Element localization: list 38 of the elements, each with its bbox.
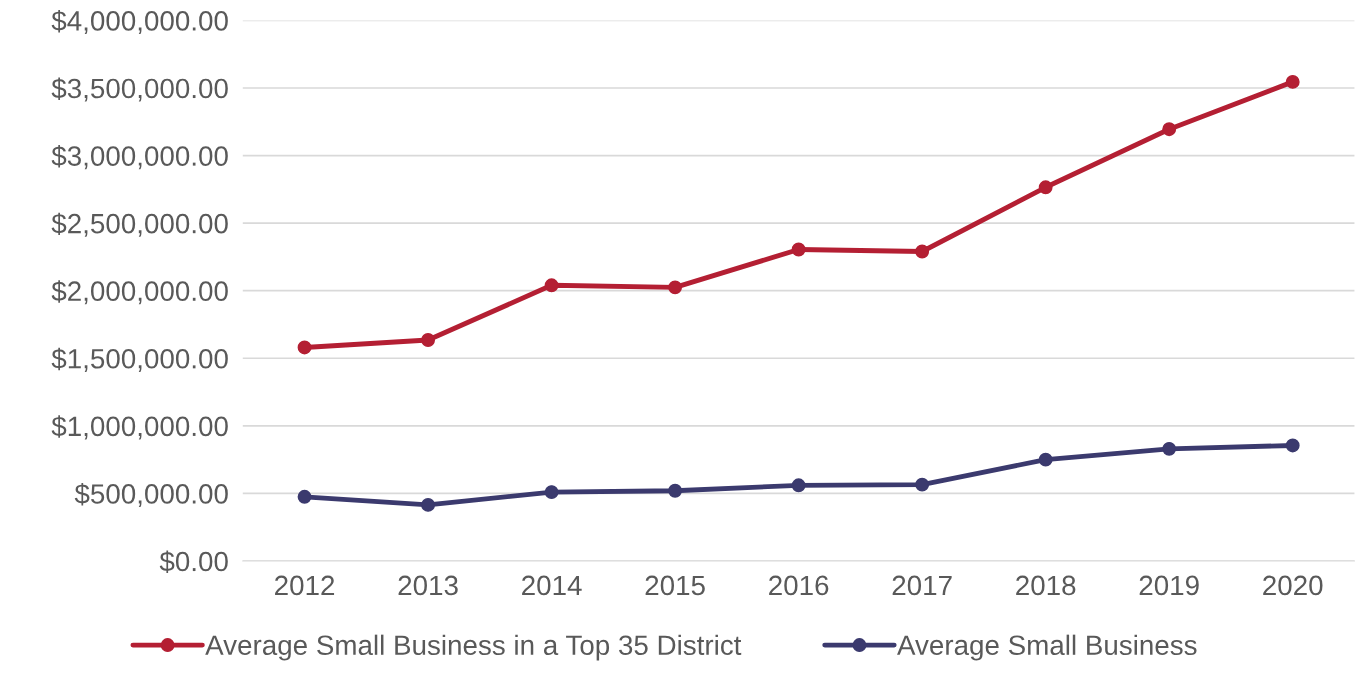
y-tick-label: $1,500,000.00: [51, 347, 228, 372]
point: [915, 477, 930, 492]
point: [1285, 74, 1300, 89]
legend-label: Average Small Business: [897, 634, 1197, 661]
y-tick-label: $0.00: [159, 550, 228, 573]
x-tick-label: 2014: [522, 575, 582, 596]
point: [1038, 180, 1053, 195]
y-tick-label: $2,500,000.00: [51, 212, 228, 237]
x-tick-label: 2017: [892, 575, 952, 596]
point: [791, 242, 806, 257]
x-tick-label: 2019: [1139, 575, 1199, 596]
y-tick-label: $4,000,000.00: [51, 9, 228, 35]
point: [915, 244, 930, 259]
point: [1162, 122, 1177, 137]
x-tick-label: 2020: [1263, 575, 1323, 596]
point: [544, 278, 559, 293]
point: [1038, 452, 1053, 467]
x-tick-label: 2016: [769, 575, 829, 596]
point: [544, 485, 559, 500]
x-tick-label: 2015: [645, 575, 705, 596]
point: [668, 483, 683, 498]
point: [1162, 441, 1177, 456]
x-tick-label: 2013: [398, 575, 458, 596]
x-tick-label: 2018: [1016, 575, 1076, 596]
y-tick-label: $3,500,000.00: [51, 77, 228, 102]
y-tick-label: $2,000,000.00: [51, 280, 228, 305]
point: [791, 478, 806, 493]
y-tick-label: $500,000.00: [74, 482, 228, 508]
point: [668, 280, 683, 295]
point: [297, 340, 312, 355]
y-tick-label: $3,000,000.00: [51, 145, 228, 170]
x-tick-label: 2012: [275, 575, 335, 596]
y-tick-label: $1,000,000.00: [51, 415, 228, 440]
point: [297, 489, 312, 504]
legend-label: Average Small Business in a Top 35 District: [205, 634, 742, 661]
point: [421, 333, 436, 347]
point: [1285, 438, 1300, 453]
point: [421, 497, 436, 512]
